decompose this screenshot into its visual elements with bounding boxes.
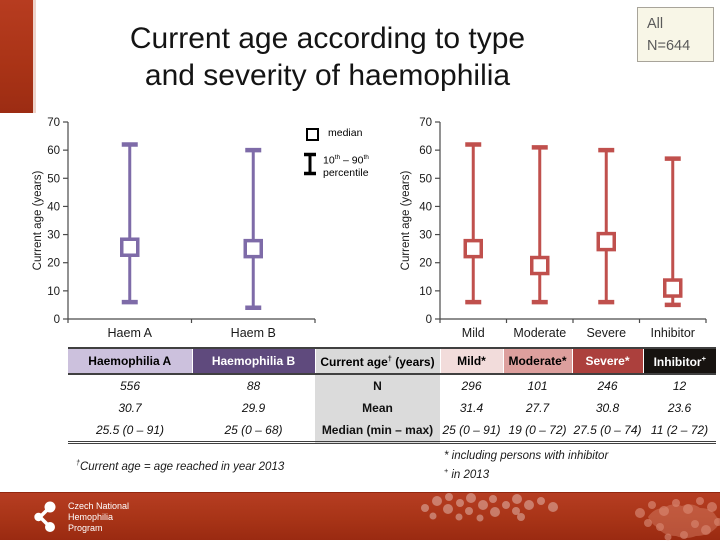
header-current-age: Current age† (years) (315, 348, 441, 375)
percentile-whisker-icon (304, 152, 316, 176)
cell: 19 (0 – 72) (508, 423, 567, 437)
median-marker (663, 278, 683, 298)
category-label: Moderate (513, 326, 566, 340)
median-marker-icon (306, 128, 319, 141)
y-tick-label: 60 (47, 145, 60, 157)
y-axis-label: Current age (years) (400, 170, 412, 270)
summary-table: Haemophilia A Haemophilia B Current age†… (68, 347, 716, 444)
category-label: Mild (462, 326, 485, 340)
median-marker (530, 255, 550, 276)
footnote-asterisk: * including persons with inhibitor + in … (444, 450, 609, 481)
y-tick-label: 50 (47, 173, 60, 185)
header-inhibitor: Inhibitor+ (643, 348, 716, 375)
sample-size-badge: All N=644 (637, 7, 714, 62)
y-tick-label: 20 (419, 258, 432, 270)
badge-n-value: N=644 (647, 38, 691, 54)
y-tick-label: 40 (419, 201, 432, 213)
cell: 27.5 (0 – 74) (573, 423, 642, 437)
accent-bar (0, 0, 36, 113)
table-row-median: 25.5 (0 – 91) 25 (0 – 68) Median (min – … (68, 419, 716, 443)
cell: 556 (119, 379, 141, 393)
cell: 246 (597, 379, 618, 393)
row-label-n: N (315, 374, 440, 397)
y-tick-label: 40 (47, 201, 60, 213)
y-tick-label: 0 (426, 314, 432, 326)
molecule-logo-icon (34, 501, 56, 532)
cell: 11 (2 – 72) (650, 423, 709, 437)
y-tick-label: 0 (54, 314, 60, 326)
category-label: Severe (586, 326, 626, 340)
y-tick-label: 70 (47, 117, 60, 129)
cell: 25.5 (0 – 91) (95, 423, 165, 437)
org-logo: Czech National Hemophilia Program (33, 500, 129, 534)
cell: 88 (246, 379, 261, 393)
cell: 296 (461, 379, 482, 393)
y-tick-label: 30 (419, 230, 432, 242)
footer-bar: Czech National Hemophilia Program (0, 492, 720, 541)
y-tick-label: 10 (419, 286, 432, 298)
row-label-median: Median (min – max) (315, 419, 440, 443)
category-label: Inhibitor (651, 326, 695, 340)
cell: 12 (672, 379, 687, 393)
legend-percentile-label: 10th – 90th percentile (323, 154, 369, 179)
category-label: Haem B (231, 326, 276, 340)
y-tick-label: 10 (47, 286, 60, 298)
chart-haemophilia-severity: 0 10 20 30 40 50 60 70 Current age (years) Mild Mo… (400, 117, 707, 340)
footnote-plus: + in 2013 (444, 467, 490, 481)
category-label: Haem A (108, 326, 153, 340)
cell: 25 (0 – 68) (224, 423, 283, 437)
cell: 30.7 (118, 401, 142, 415)
y-tick-label: 70 (419, 117, 432, 129)
molecule-pattern (421, 493, 720, 541)
chart-legend: median 10th – 90th percentile (303, 127, 413, 179)
cell: 27.7 (525, 401, 550, 415)
header-moderate: Moderate* (503, 348, 573, 375)
page-title: Current age according to type and severi… (40, 20, 615, 94)
y-tick-label: 20 (47, 258, 60, 270)
header-haemophilia-a: Haemophilia A (68, 348, 193, 375)
table-header-row: Haemophilia A Haemophilia B Current age†… (68, 348, 716, 375)
row-label-mean: Mean (315, 397, 440, 419)
title-line-2: and severity of haemophilia (144, 59, 511, 92)
header-severe: Severe* (572, 348, 644, 375)
cell: 29.9 (241, 401, 266, 415)
cell: 23.6 (667, 401, 692, 415)
cell: 101 (527, 379, 548, 393)
table-row-mean: 30.7 29.9 Mean 31.4 27.7 30.8 23.6 (68, 397, 716, 419)
median-marker (243, 238, 263, 259)
median-marker (120, 237, 140, 257)
header-mild: Mild* (440, 348, 504, 375)
title-line-1: Current age according to type (129, 22, 526, 55)
y-tick-label: 50 (419, 173, 432, 185)
legend-percentile-row: 10th – 90th percentile (303, 152, 413, 179)
cell: 25 (0 – 91) (442, 423, 501, 437)
legend-median-label: median (328, 127, 363, 139)
y-tick-label: 30 (47, 230, 60, 242)
cell: 30.8 (595, 401, 620, 415)
legend-median-row: median (303, 127, 413, 141)
y-tick-label: 60 (419, 145, 432, 157)
org-name: Czech National Hemophilia Program (68, 500, 130, 533)
footnote-current-age: †Current age = age reached in year 2013 (76, 459, 285, 473)
czech-map-shape (648, 504, 719, 538)
cell: 31.4 (459, 401, 484, 415)
chart-haemophilia-type: 0 10 20 30 40 50 60 70 Current age (years) Haem A… (32, 117, 316, 340)
badge-group-label: All (647, 16, 664, 32)
table-row-n: 556 88 N 296 101 246 12 (68, 374, 716, 397)
median-marker (596, 231, 616, 252)
median-marker (463, 238, 483, 259)
y-axis-label: Current age (years) (32, 170, 44, 270)
header-haemophilia-b: Haemophilia B (192, 348, 316, 375)
